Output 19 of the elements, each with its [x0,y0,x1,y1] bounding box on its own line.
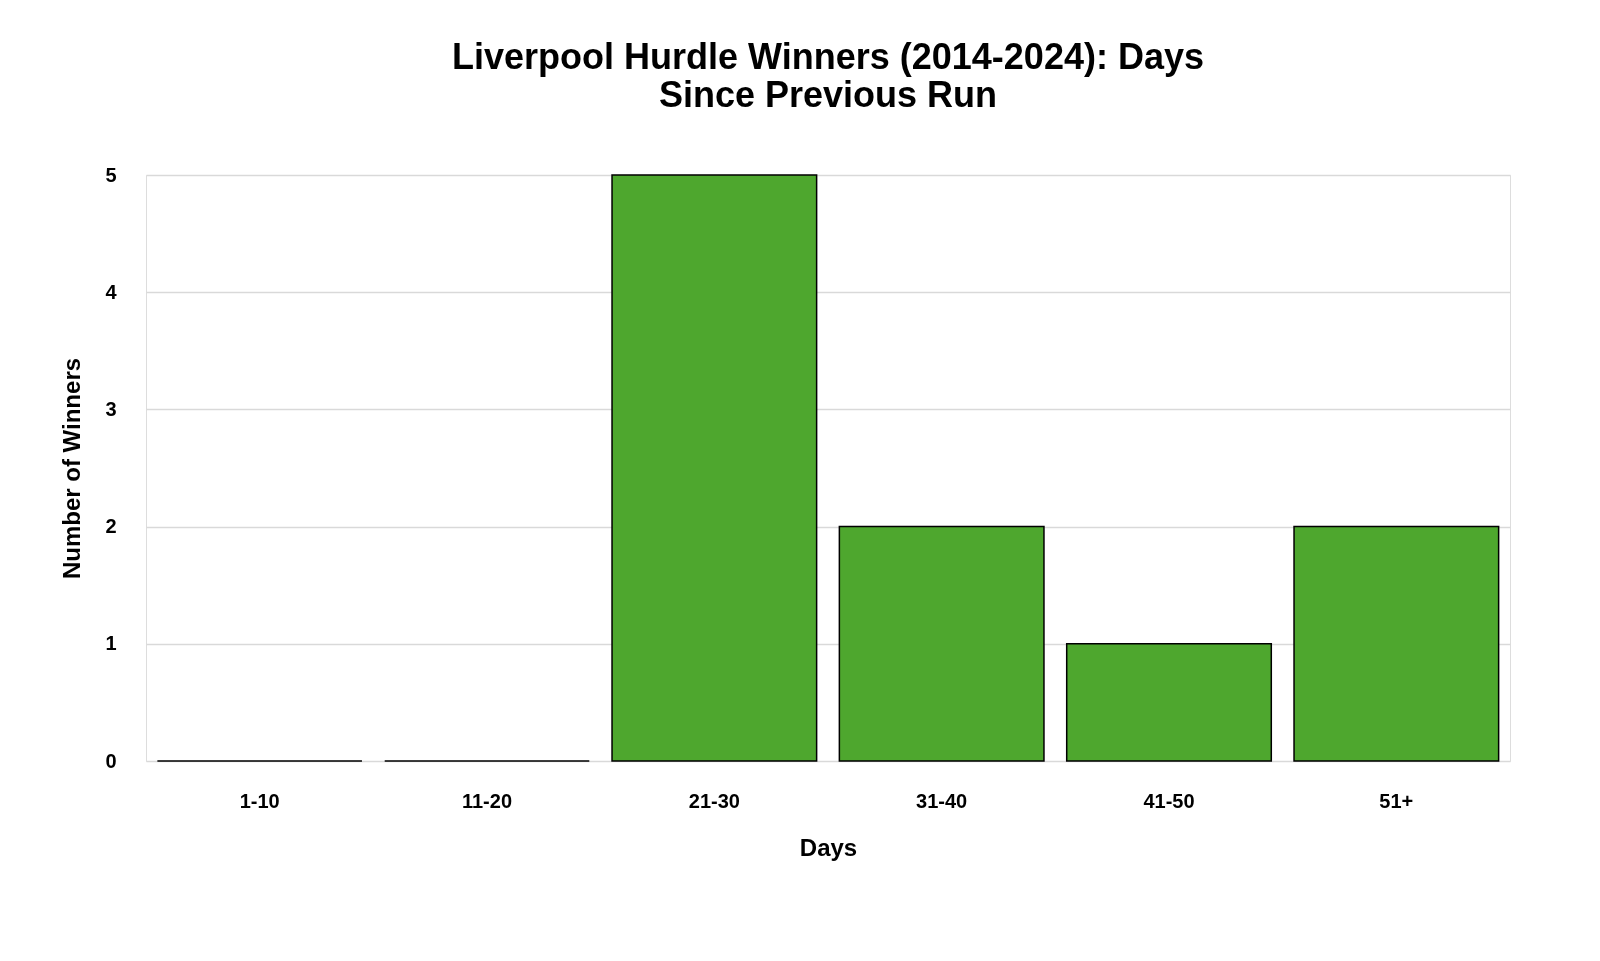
bar [838,525,1045,762]
x-tick-label: 51+ [1379,789,1414,812]
x-tick-label: 1-10 [239,789,280,812]
y-tick-label: 0 [105,749,117,772]
x-tick-label: 31-40 [916,789,968,812]
chart-title: Liverpool Hurdle Winners (2014-2024): Days Since Previous Run [452,36,1204,115]
y-axis-title: Number of Winners [58,357,86,580]
bar [1293,525,1500,762]
y-tick-label: 2 [105,515,117,538]
x-tick-label: 41-50 [1143,789,1195,812]
x-tick-label: 11-20 [461,789,513,812]
y-tick-label: 3 [105,397,117,420]
x-tick-label: 21-30 [688,789,740,812]
y-tick-label: 4 [105,280,118,303]
y-tick-label: 1 [105,632,117,655]
y-tick-label: 5 [105,163,117,186]
bar [1065,643,1273,762]
x-axis-title: Days [799,833,858,861]
bar [611,174,818,762]
